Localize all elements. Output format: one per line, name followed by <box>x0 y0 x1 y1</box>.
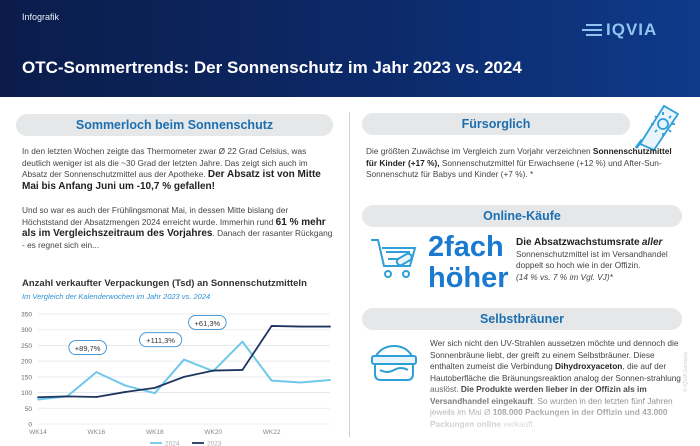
data-point-2023 <box>66 395 69 398</box>
left-p2-highlight: 61 % mehr als im Vergleichszeitraum des … <box>22 216 326 240</box>
chart-title: Anzahl verkaufter Verpackungen (Tsd) an … <box>22 278 307 289</box>
chart-subtitle: Im Vergleich der Kalenderwochen im Jahr … <box>22 292 211 301</box>
online-text-compare: (14 % vs. 7 % im Vgl. VJ)* <box>516 271 613 282</box>
sunscreen-tube-icon <box>634 104 680 152</box>
data-point-2023 <box>299 325 302 328</box>
selbst-highlight-dha: Dihydroxyaceton <box>555 361 623 371</box>
online-text-body: Sonnenschutzmittel ist im Versandhandel … <box>516 248 668 271</box>
data-point-2023 <box>329 325 331 328</box>
x-tick-label: WK20 <box>204 429 222 436</box>
x-tick-label: WK18 <box>146 429 164 436</box>
two-times-higher-label: 2fach höher <box>428 232 509 294</box>
header-banner: Infografik IQVIA OTC-Sommertrends: Der S… <box>0 0 700 97</box>
data-point-2024 <box>270 379 273 382</box>
big-number-line-1: 2fach <box>428 231 504 263</box>
y-tick-label: 350 <box>21 312 32 319</box>
fuersorglich-text: Die größten Zuwächse im Vergleich zum Vo… <box>366 146 684 181</box>
sales-line-chart: 0 50 100 150 200 250 300 350 WK14 WK16 WK18 WK20 WK2… <box>21 312 331 446</box>
iqvia-logo-text: IQVIA <box>606 20 658 39</box>
infografik-tag: Infografik <box>22 12 60 22</box>
growth-callout-box <box>139 332 183 348</box>
section-heading-selbstbraeuner: Selbstbräuner <box>362 308 682 330</box>
data-point-2023 <box>153 386 156 389</box>
data-point-2023 <box>270 325 273 327</box>
copyright-watermark: © IQVIA Germany <box>683 351 689 392</box>
data-point-2024 <box>241 340 244 343</box>
growth-callout-box <box>188 314 227 330</box>
selbst-text-g: verkauft. <box>503 418 536 429</box>
data-point-2024 <box>299 381 302 384</box>
data-point-2024 <box>329 379 331 381</box>
left-p1-text: In den letzten Wochen zeigte das Thermom… <box>22 146 308 179</box>
big-number-line-2: höher <box>428 262 509 294</box>
section-heading-online: Online-Käufe <box>362 205 682 227</box>
y-tick-label: 0 <box>28 422 32 429</box>
section-heading-fuersorglich: Fürsorglich <box>362 113 630 135</box>
x-tick-label: WK22 <box>263 429 281 436</box>
selbstbraeuner-text: Wer sich nicht den UV-Strahlen aussetzen… <box>430 338 686 430</box>
legend-label-2024: 2024 <box>165 441 180 446</box>
data-point-2024 <box>37 398 39 401</box>
iqvia-logo: IQVIA <box>582 20 657 40</box>
growth-callout-label: +61,3% <box>195 319 221 328</box>
online-highlight-aller: aller <box>641 237 663 248</box>
data-point-2023 <box>124 391 127 393</box>
y-tick-label: 200 <box>21 359 32 366</box>
growth-callout-label: +89,7% <box>75 344 101 353</box>
fuersorglich-text-c: Sonnenschutzmittel für Erwachsene (+12 %… <box>366 157 662 180</box>
y-tick-label: 150 <box>21 374 32 381</box>
y-tick-label: 50 <box>25 406 33 413</box>
online-text: Die Absatzwachstumsrate aller Sonnenschu… <box>516 237 688 283</box>
y-tick-label: 300 <box>21 327 32 334</box>
data-point-2023 <box>95 396 98 398</box>
left-p1-highlight: Der Absatz ist von Mitte Mai bis Anfang … <box>22 169 321 192</box>
left-p2-tail: . Danach der rasanter Rückgang - es regn… <box>22 228 333 250</box>
y-tick-label: 100 <box>21 390 32 397</box>
data-point-2024 <box>153 392 156 395</box>
data-point-2023 <box>183 375 185 378</box>
data-point-2023 <box>212 369 215 372</box>
left-p2-text: Und so war es auch der Frühlingsmonat Ma… <box>22 205 289 227</box>
cream-jar-icon <box>371 344 417 381</box>
data-point-2024 <box>124 384 127 387</box>
growth-callout-label: +111,3% <box>146 336 175 345</box>
x-tick-label: WK14 <box>29 429 47 436</box>
iqvia-logo-icon <box>582 24 602 36</box>
data-point-2023 <box>37 396 39 399</box>
column-divider <box>349 112 350 437</box>
online-highlight: Die Absatzwachstumsrate <box>516 237 640 248</box>
data-point-2023 <box>241 369 244 371</box>
legend-label-2023: 2023 <box>207 441 222 446</box>
page-title: OTC-Sommertrends: Der Sonnenschutz im Ja… <box>22 58 522 77</box>
left-paragraph-2: Und so war es auch der Frühlingsmonat Ma… <box>22 205 334 251</box>
growth-callout-box <box>68 340 107 356</box>
fuersorglich-highlight: Sonnenschutzmittel für Kinder (+17 %), <box>366 146 672 168</box>
shopping-cart-pills-icon <box>371 239 417 278</box>
left-paragraph-1: In den letzten Wochen zeigte das Thermom… <box>22 146 334 192</box>
selbst-text-a: Wer sich nicht den UV-Strahlen aussetzen… <box>430 338 679 371</box>
y-tick-label: 250 <box>21 343 32 350</box>
section-heading-sommerloch: Sommerloch beim Sonnenschutz <box>16 114 333 136</box>
series-line-2023 <box>37 325 330 399</box>
x-tick-label: WK16 <box>88 429 106 436</box>
data-point-2024 <box>183 358 185 361</box>
data-point-2024 <box>95 371 98 374</box>
fuersorglich-text-a: Die größten Zuwächse im Vergleich zum Vo… <box>366 146 591 156</box>
